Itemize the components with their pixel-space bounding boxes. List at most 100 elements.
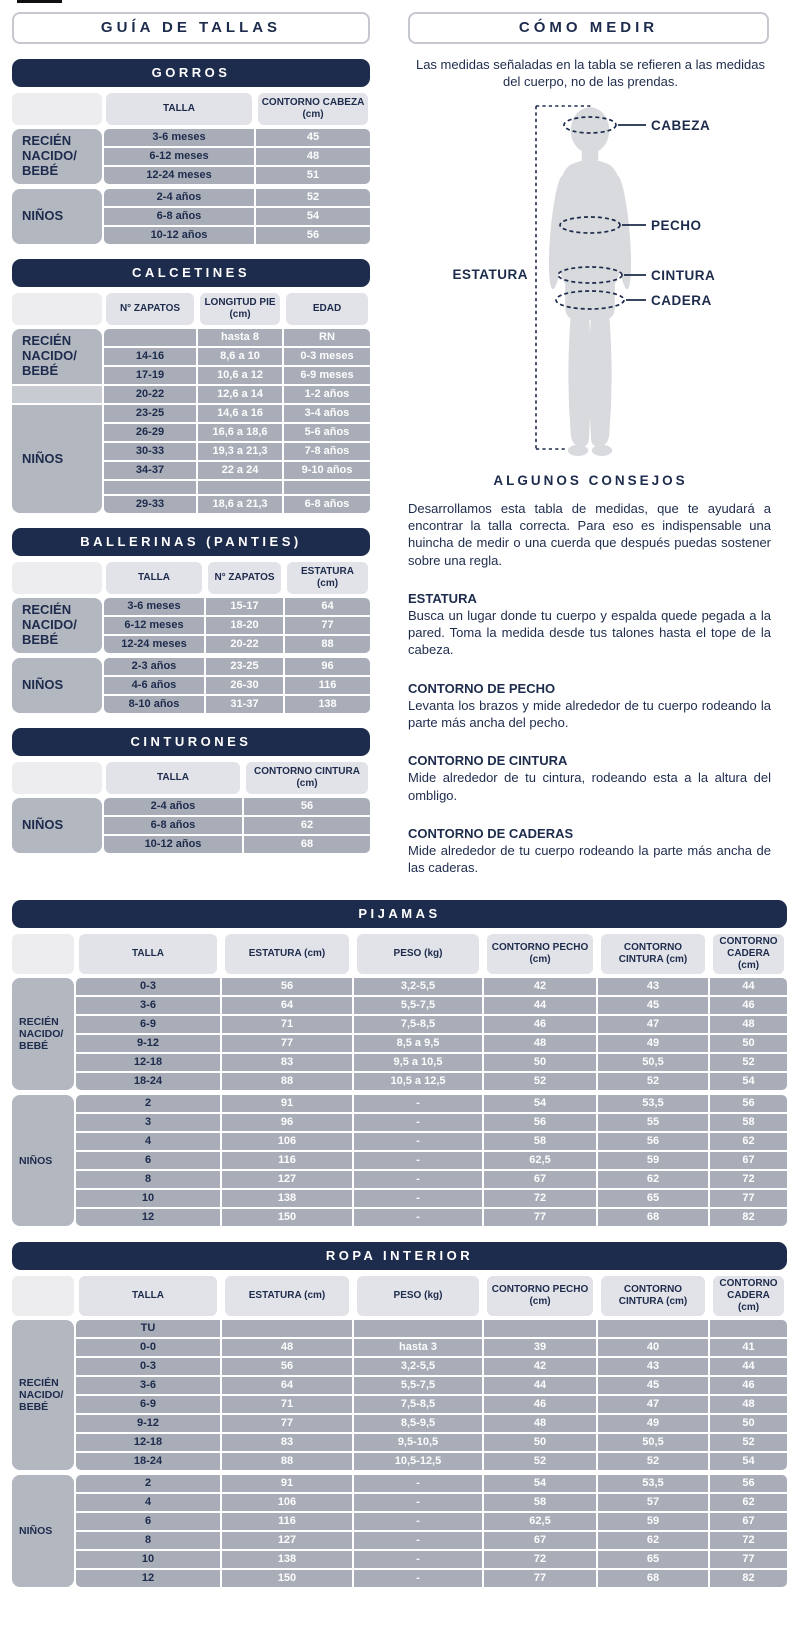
pijamas-banner: PIJAMAS — [12, 900, 787, 929]
ballerinas-cell: 88 — [285, 636, 370, 653]
estatura-text: Busca un lugar donde tu cuerpo y espalda… — [408, 607, 771, 658]
ballerinas-cell: 138 — [285, 696, 370, 713]
pijamas-cell: 53,5 — [598, 1095, 708, 1113]
gorros-category-label: NIÑOS — [12, 189, 102, 244]
ropa_interior-cell: 56 — [222, 1358, 352, 1376]
measurement-ellipses — [554, 115, 625, 310]
ropa_interior-cell: 150 — [222, 1570, 352, 1588]
ropa_interior-column-header: CONTORNO PECHO (cm) — [487, 1276, 593, 1317]
pijamas-column-header: ESTATURA (cm) — [225, 934, 349, 975]
calcetines-cell: 7-8 años — [284, 443, 370, 460]
ropa_interior-cell: 50 — [484, 1434, 596, 1452]
ropa_interior-cell: 12-18 — [76, 1434, 220, 1452]
pijamas-cell: - — [354, 1095, 482, 1113]
contorno-caderas-heading: CONTORNO DE CADERAS — [408, 825, 574, 841]
pijamas-category-label: RECIÉN NACIDO/ BEBÉ — [12, 978, 74, 1091]
ropa_interior-column-header: TALLA — [79, 1276, 217, 1317]
calcetines-table: CALCETINES N° ZAPATOS LONGITUD PIE (cm) EDA… — [12, 259, 370, 513]
pijamas-cell: 127 — [222, 1171, 352, 1189]
pijamas-cell: 50 — [710, 1035, 787, 1053]
cinturones-body: NIÑOS 2-4 años 56 6-8 años 62 10-12 años 68 — [12, 798, 370, 853]
gorros-category-label: RECIÉN NACIDO/ BEBÉ — [12, 129, 102, 184]
contorno-pecho-text: Levanta los brazos y mide alrededor de t… — [408, 697, 771, 731]
ropa_interior-cell: 10 — [76, 1551, 220, 1569]
ballerinas-cell: 26-30 — [206, 677, 283, 694]
ropa_interior-cell: 18-24 — [76, 1453, 220, 1471]
calcetines-cell: 30-33 — [104, 443, 196, 460]
ropa_interior-cell: 83 — [222, 1434, 352, 1452]
pijamas-cell: 46 — [710, 997, 787, 1015]
ropa_interior-cell: 106 — [222, 1494, 352, 1512]
ropa_interior-group: NIÑOS 2 91-54 53,5 56 4 106-58 57 62 6 116-62,5 59 6… — [12, 1475, 787, 1588]
pijamas-cell: 4 — [76, 1133, 220, 1151]
pijamas-cell: - — [354, 1171, 482, 1189]
pijamas-cell: 0-3 — [76, 978, 220, 996]
ropa_interior-cell: 43 — [598, 1358, 708, 1376]
ropa_interior-cell: 48 — [484, 1415, 596, 1433]
ropa_interior-cell: 54 — [484, 1475, 596, 1493]
calcetines-cell: 14-16 — [104, 348, 196, 365]
ropa_interior-cell: - — [354, 1475, 482, 1493]
ropa_interior-cell: 39 — [484, 1339, 596, 1357]
pijamas-cell: 56 — [222, 978, 352, 996]
gorros-cell: 10-12 años — [104, 227, 254, 244]
ropa_interior-cell: 47 — [598, 1396, 708, 1414]
contorno-pecho-heading: CONTORNO DE PECHO — [408, 680, 556, 696]
gorros-corner-cell — [12, 93, 102, 125]
ropa_interior-cell: 59 — [598, 1513, 708, 1531]
pijamas-cell: 88 — [222, 1073, 352, 1091]
ropa_interior-cell: 49 — [598, 1415, 708, 1433]
calcetines-group: 20-22 12,6 a 14 1-2 años — [12, 386, 370, 403]
ropa_interior-cell: 77 — [710, 1551, 787, 1569]
calcetines-cell: 3-4 años — [284, 405, 370, 422]
ropa_interior-cell: 6 — [76, 1513, 220, 1531]
cadera-label: CADERA — [651, 293, 712, 308]
wide-tables-area: PIJAMAS TALLA ESTATURA (cm) PESO (kg) CONTOR… — [12, 900, 787, 1588]
calcetines-cell — [198, 481, 282, 494]
ballerinas-column-header: N° ZAPATOS — [208, 562, 281, 594]
pijamas-cell: 67 — [484, 1171, 596, 1189]
ropa_interior-cell — [222, 1320, 352, 1338]
pijamas-cell: 46 — [484, 1016, 596, 1034]
ropa-interior-table: ROPA INTERIOR TALLA ESTATURA (cm) PESO (kg)… — [12, 1242, 787, 1588]
pijamas-cell: 62 — [710, 1133, 787, 1151]
ballerinas-header-row: TALLA N° ZAPATOS ESTATURA (cm) — [12, 562, 370, 594]
gorros-column-header: CONTORNO CABEZA (cm) — [258, 93, 368, 125]
estatura-section: ESTATURA Busca un lugar donde tu cuerpo … — [408, 591, 771, 659]
ropa_interior-cell: 48 — [222, 1339, 352, 1357]
pijamas-cell: 18-24 — [76, 1073, 220, 1091]
ropa_interior-cell: 54 — [710, 1453, 787, 1471]
ropa_interior-cell — [710, 1320, 787, 1338]
pijamas-cell: 68 — [598, 1209, 708, 1227]
pijamas-cell: 8,5 a 9,5 — [354, 1035, 482, 1053]
ropa_interior-cell: 58 — [484, 1494, 596, 1512]
pijamas-cell: 106 — [222, 1133, 352, 1151]
contorno-caderas-text: Mide alrededor de tu cuerpo rodeando la … — [408, 842, 771, 876]
ropa_interior-cell: 65 — [598, 1551, 708, 1569]
size-tables-column: GUÍA DE TALLAS GORROS TALLA CONTORNO CABEZ… — [12, 12, 370, 853]
gorros-cell: 54 — [256, 208, 370, 225]
ropa_interior-cell: 0-0 — [76, 1339, 220, 1357]
pijamas-cell: 52 — [710, 1054, 787, 1072]
calcetines-cell: 8,6 a 10 — [198, 348, 282, 365]
pijamas-cell: 48 — [710, 1016, 787, 1034]
ropa_interior-cell: 116 — [222, 1513, 352, 1531]
ropa_interior-cell: 68 — [598, 1570, 708, 1588]
contorno-caderas-section: CONTORNO DE CADERAS Mide alrededor de tu… — [408, 826, 771, 877]
ropa_interior-cell: 72 — [484, 1551, 596, 1569]
gorros-body: RECIÉN NACIDO/ BEBÉ 3-6 meses 45 6-12 meses… — [12, 129, 370, 244]
ballerinas-cell: 77 — [285, 617, 370, 634]
ballerinas-column-header: ESTATURA (cm) — [287, 562, 368, 594]
ropa_interior-cell: 71 — [222, 1396, 352, 1414]
ropa_interior-cell: hasta 3 — [354, 1339, 482, 1357]
ropa_interior-cell: 10,5-12,5 — [354, 1453, 482, 1471]
pijamas-group: NIÑOS 2 91-54 53,5 56 3 96-56 55 58 4 106-58 56 62 6 1… — [12, 1095, 787, 1227]
pijamas-cell: 58 — [710, 1114, 787, 1132]
consejos-title: ALGUNOS CONSEJOS — [493, 472, 688, 488]
ropa_interior-cell: - — [354, 1551, 482, 1569]
pijamas-cell: 9-12 — [76, 1035, 220, 1053]
ballerinas-cell: 96 — [285, 658, 370, 675]
ropa_interior-cell: 45 — [598, 1377, 708, 1395]
contorno-cintura-text: Mide alrededor de tu cintura, rodeando e… — [408, 770, 771, 803]
cinturones-group: NIÑOS 2-4 años 56 6-8 años 62 10-12 años 68 — [12, 798, 370, 853]
